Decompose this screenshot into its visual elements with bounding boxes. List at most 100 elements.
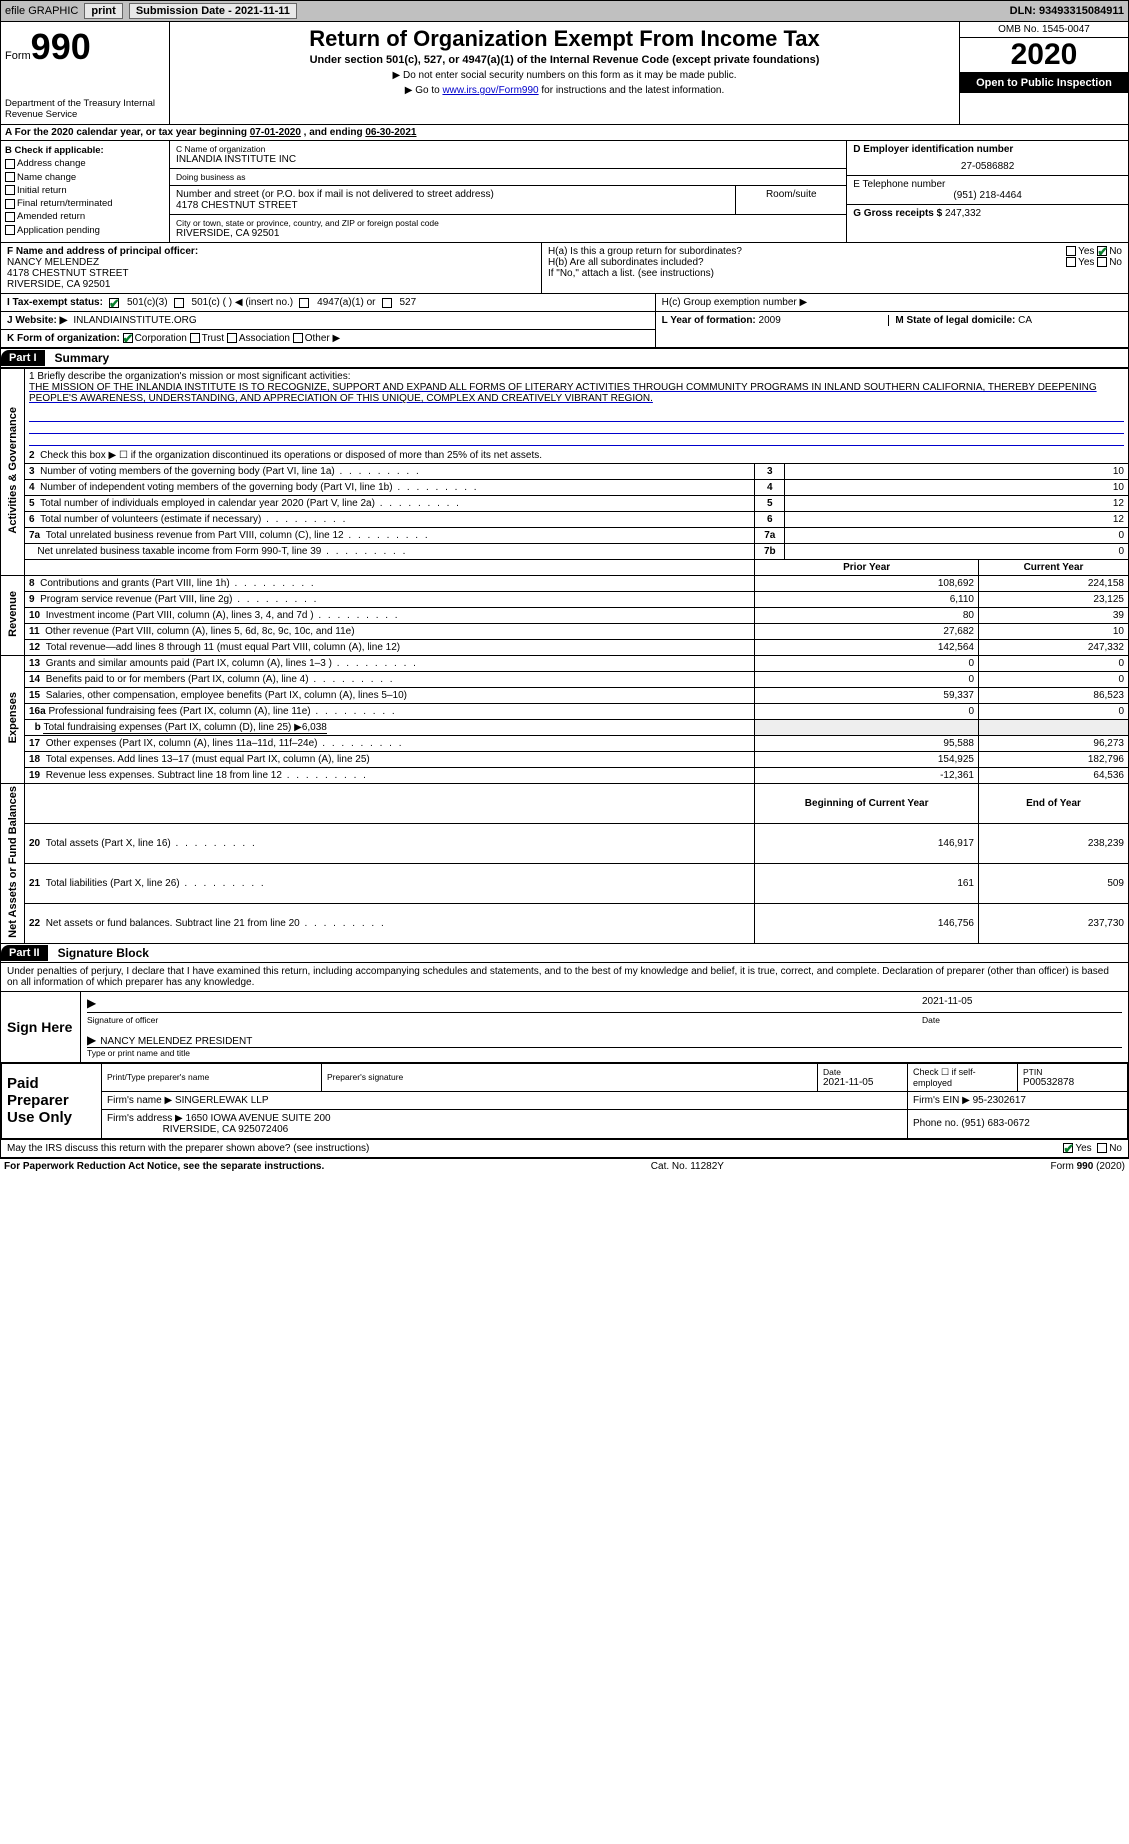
goto-pre: ▶ Go to xyxy=(405,85,443,96)
form-title: Return of Organization Exempt From Incom… xyxy=(174,26,955,52)
submission-date: Submission Date - 2021-11-11 xyxy=(129,3,297,19)
i-527-check[interactable] xyxy=(382,298,392,308)
mission-label: 1 Briefly describe the organization's mi… xyxy=(29,371,1124,382)
line-3-num: 3 xyxy=(29,466,35,477)
k-trust-check[interactable] xyxy=(190,333,200,343)
line-16a-desc: Professional fundraising fees (Part IX, … xyxy=(48,706,396,717)
period-label: A For the 2020 calendar year, or tax yea… xyxy=(5,127,250,138)
line-22-end: 237,730 xyxy=(979,903,1129,943)
side-governance: Activities & Governance xyxy=(1,369,25,576)
form-header: Form990 Department of the Treasury Inter… xyxy=(0,22,1129,125)
line-4-box: 4 xyxy=(755,480,785,496)
k-assoc-check[interactable] xyxy=(227,333,237,343)
line-15-current: 86,523 xyxy=(979,688,1129,704)
col-beginning: Beginning of Current Year xyxy=(755,784,979,824)
section-b: B Check if applicable: Address change Na… xyxy=(1,141,170,242)
firm-name: SINGERLEWAK LLP xyxy=(175,1095,269,1106)
line-20-end: 238,239 xyxy=(979,823,1129,863)
line-13-current: 0 xyxy=(979,656,1129,672)
line-13-num: 13 xyxy=(29,658,40,669)
hc-row: H(c) Group exemption number ▶ xyxy=(656,294,1128,312)
line-6-num: 6 xyxy=(29,514,35,525)
line-11-desc: Other revenue (Part VIII, column (A), li… xyxy=(45,626,354,637)
b-initial-return[interactable]: Initial return xyxy=(5,184,165,197)
line-17-num: 17 xyxy=(29,738,40,749)
col-current-year: Current Year xyxy=(979,560,1129,576)
goto-line: ▶ Go to www.irs.gov/Form990 for instruct… xyxy=(174,85,955,96)
b-application-pending[interactable]: Application pending xyxy=(5,224,165,237)
b-name-change[interactable]: Name change xyxy=(5,171,165,184)
part-i-badge: Part I xyxy=(1,350,45,366)
b-address-change[interactable]: Address change xyxy=(5,157,165,170)
side-revenue: Revenue xyxy=(1,576,25,656)
section-j: J Website: ▶ INLANDIAINSTITUTE.ORG xyxy=(1,312,655,330)
line-13-prior: 0 xyxy=(755,656,979,672)
line-9-num: 9 xyxy=(29,594,35,605)
line-20-num: 20 xyxy=(29,838,40,849)
line-16a-num: 16a xyxy=(29,706,46,717)
ha-answer: Yes No xyxy=(1066,246,1122,257)
header-left: Form990 Department of the Treasury Inter… xyxy=(1,22,170,124)
print-button[interactable]: print xyxy=(84,3,122,19)
part-ii-title: Signature Block xyxy=(48,944,159,962)
line-7b-box: 7b xyxy=(755,544,785,560)
i-501c-check[interactable] xyxy=(174,298,184,308)
dept-treasury: Department of the Treasury Internal Reve… xyxy=(5,98,165,120)
prep-date-label: Date xyxy=(823,1067,902,1077)
mission-text: THE MISSION OF THE INLANDIA INSTITUTE IS… xyxy=(29,382,1124,404)
officer-street: 4178 CHESTNUT STREET xyxy=(7,268,535,279)
ptin-label: PTIN xyxy=(1023,1067,1122,1077)
i-501c3-check[interactable] xyxy=(109,298,119,308)
b-final-return[interactable]: Final return/terminated xyxy=(5,197,165,210)
org-website: INLANDIAINSTITUTE.ORG xyxy=(73,315,196,326)
ptin-value: P00532878 xyxy=(1023,1077,1122,1088)
k-other-check[interactable] xyxy=(293,333,303,343)
line-21-num: 21 xyxy=(29,878,40,889)
line-11-num: 11 xyxy=(29,626,40,637)
perjury-declaration: Under penalties of perjury, I declare th… xyxy=(1,963,1128,992)
line-21-desc: Total liabilities (Part X, line 26) xyxy=(46,878,266,889)
line-8-num: 8 xyxy=(29,578,35,589)
line-3-desc: Number of voting members of the governin… xyxy=(40,466,421,477)
line-9-desc: Program service revenue (Part VIII, line… xyxy=(40,594,318,605)
b-amended[interactable]: Amended return xyxy=(5,210,165,223)
line-12-current: 247,332 xyxy=(979,640,1129,656)
line-16b-desc: Total fundraising expenses (Part IX, col… xyxy=(43,722,326,734)
irs-link[interactable]: www.irs.gov/Form990 xyxy=(442,85,538,96)
section-f: F Name and address of principal officer:… xyxy=(1,243,542,293)
discuss-answer: Yes No xyxy=(1063,1143,1122,1154)
k-corp-check[interactable] xyxy=(123,333,133,343)
sig-officer-label: Signature of officer xyxy=(87,1015,922,1025)
firm-addr-2: RIVERSIDE, CA 925072406 xyxy=(163,1124,289,1135)
prep-sig-label: Preparer's signature xyxy=(327,1072,812,1082)
line-20-desc: Total assets (Part X, line 16) xyxy=(46,838,257,849)
line-10-desc: Investment income (Part VIII, column (A)… xyxy=(46,610,400,621)
open-to-public: Open to Public Inspection xyxy=(960,73,1128,93)
entity-block: B Check if applicable: Address change Na… xyxy=(0,141,1129,243)
org-city: RIVERSIDE, CA 92501 xyxy=(176,228,840,239)
col-end-year: End of Year xyxy=(979,784,1129,824)
i-label: I Tax-exempt status: xyxy=(7,297,103,308)
line-12-desc: Total revenue—add lines 8 through 11 (mu… xyxy=(46,642,400,653)
line-16b-prior xyxy=(755,720,979,736)
d-tel-label: E Telephone number xyxy=(853,179,1122,190)
line-5-box: 5 xyxy=(755,496,785,512)
c-street-label: Number and street (or P.O. box if mail i… xyxy=(176,189,729,200)
side-expenses: Expenses xyxy=(1,656,25,784)
page-footer: For Paperwork Reduction Act Notice, see … xyxy=(0,1158,1129,1174)
line-22-desc: Net assets or fund balances. Subtract li… xyxy=(46,918,386,929)
f-h-row: F Name and address of principal officer:… xyxy=(0,243,1129,294)
line-5-desc: Total number of individuals employed in … xyxy=(40,498,461,509)
efile-label: efile GRAPHIC xyxy=(5,5,78,17)
officer-signature-line[interactable] xyxy=(87,996,922,1010)
i-4947-check[interactable] xyxy=(299,298,309,308)
line-18-desc: Total expenses. Add lines 13–17 (must eq… xyxy=(46,754,370,765)
sig-name-value: NANCY MELENDEZ PRESIDENT xyxy=(87,1033,1122,1047)
c-city-label: City or town, state or province, country… xyxy=(176,218,840,228)
prep-selfemp: Check ☐ if self-employed xyxy=(908,1063,1018,1091)
line-21-end: 509 xyxy=(979,863,1129,903)
line-16a-prior: 0 xyxy=(755,704,979,720)
c-name-label: C Name of organization xyxy=(176,144,840,154)
line-11-current: 10 xyxy=(979,624,1129,640)
line-7a-desc: Total unrelated business revenue from Pa… xyxy=(46,530,430,541)
